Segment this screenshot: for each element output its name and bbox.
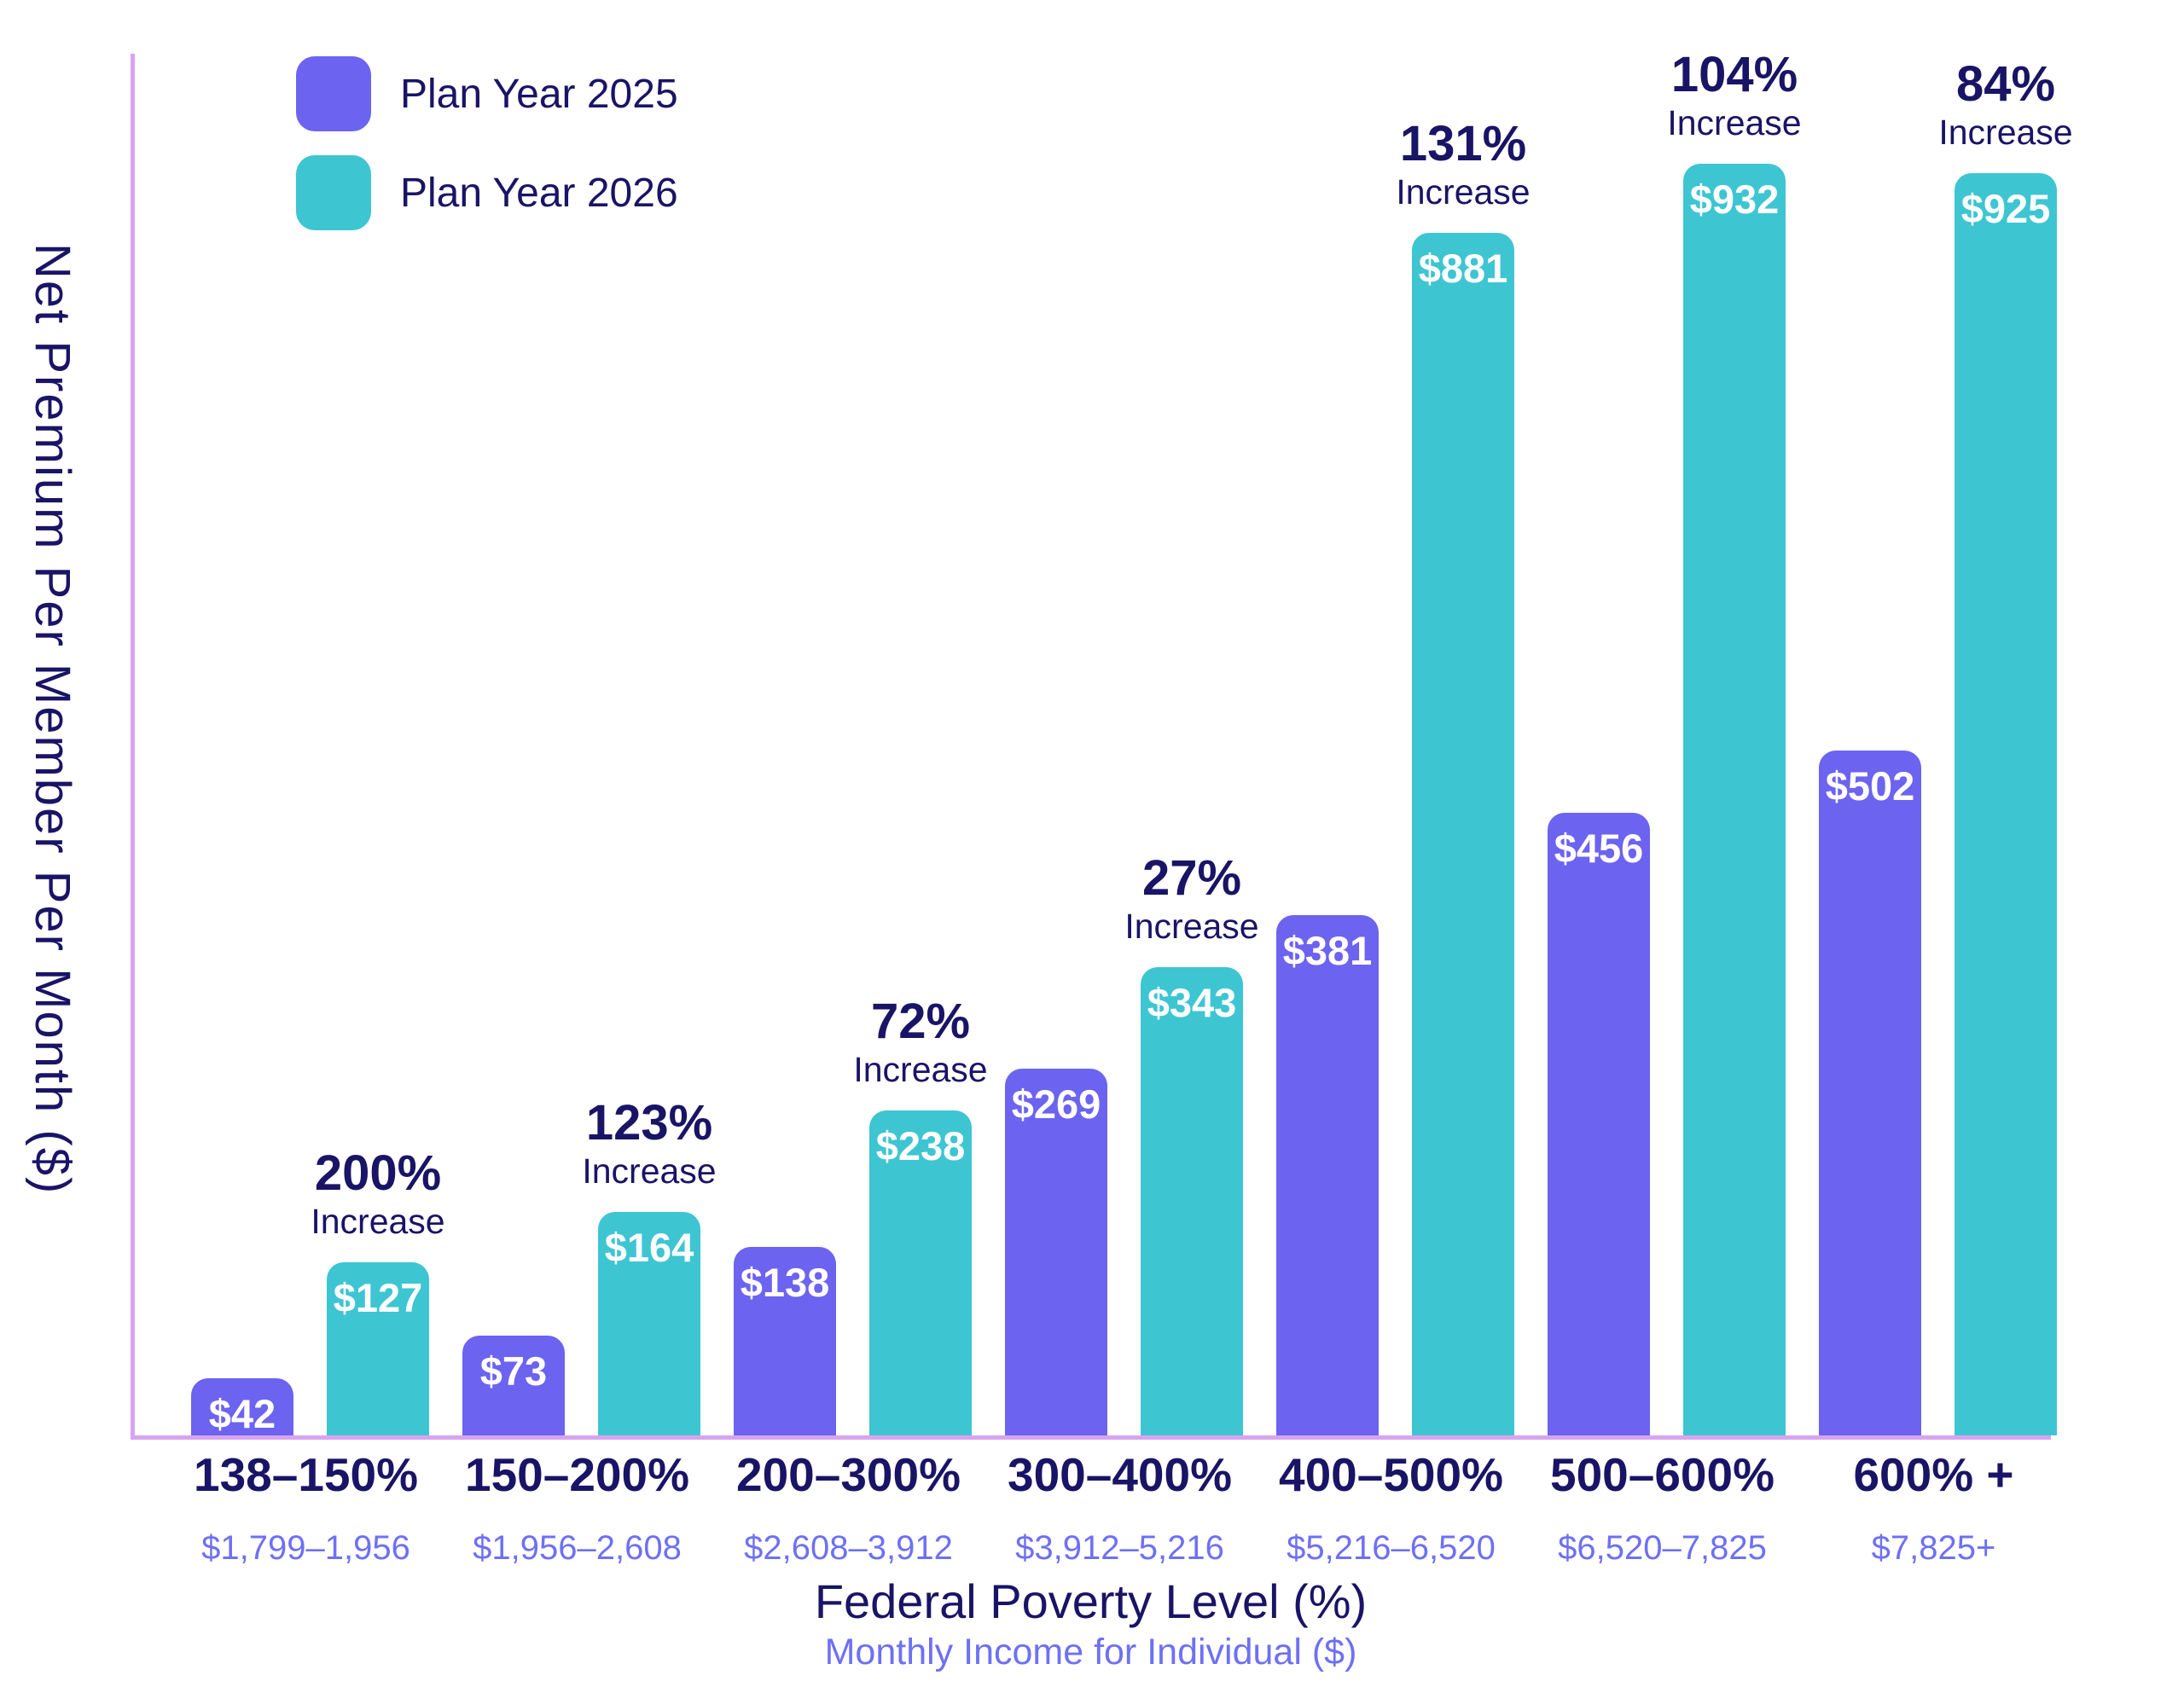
bar-plan-2026-group-4: 27% Increase $343 xyxy=(1124,851,1259,1435)
bar-plan-2025-group-4: $269 xyxy=(1005,1069,1107,1435)
increase-label: 131% Increase xyxy=(1280,117,1647,212)
increase-label: 27% Increase xyxy=(1008,851,1375,947)
x-axis-group-7: 600% + $7,825+ xyxy=(1815,1450,2053,1566)
increase-label: 200% Increase xyxy=(195,1146,561,1242)
increase-word: Increase xyxy=(311,1202,445,1241)
bar-plan-2025-group-3: $138 xyxy=(734,1247,836,1435)
bar-value-label: $164 xyxy=(604,1225,694,1270)
bar-value-label: $127 xyxy=(333,1275,423,1320)
fpl-range-label: 400–500% xyxy=(1278,1448,1504,1501)
x-axis-group-2: 150–200% $1,956–2,608 xyxy=(458,1450,696,1566)
increase-label: 123% Increase xyxy=(466,1096,833,1191)
bar-value-label: $269 xyxy=(1011,1081,1101,1127)
bar-value-label: $343 xyxy=(1147,980,1237,1025)
legend-label-2026: Plan Year 2026 xyxy=(400,170,678,216)
bar-value-label: $73 xyxy=(479,1348,548,1394)
legend-swatch-2026 xyxy=(296,155,371,230)
bar-value-label: $456 xyxy=(1554,826,1644,871)
legend-item-plan-year-2026: Plan Year 2026 xyxy=(296,155,678,230)
y-axis-title: Net Premium Per Member Per Month ($) xyxy=(25,242,80,1196)
x-axis-group-6: 500–600% $6,520–7,825 xyxy=(1543,1450,1781,1566)
income-range-label: $6,520–7,825 xyxy=(1558,1529,1767,1567)
bar-value-label: $381 xyxy=(1282,928,1373,973)
legend: Plan Year 2025 Plan Year 2026 xyxy=(296,56,678,230)
bar-plan-2026-group-5: 131% Increase $881 xyxy=(1396,117,1531,1435)
income-range-label: $5,216–6,520 xyxy=(1287,1529,1496,1567)
x-axis-subtitle: Monthly Income for Individual ($) xyxy=(824,1632,1357,1673)
bar-plan-2025-group-6: $456 xyxy=(1548,813,1650,1435)
increase-label: 72% Increase xyxy=(737,994,1104,1090)
increase-percent: 84% xyxy=(1955,56,2056,112)
increase-word: Increase xyxy=(1124,907,1259,946)
bar-plan-2025-group-5: $381 xyxy=(1276,915,1379,1435)
increase-percent: 131% xyxy=(1399,116,1527,171)
income-range-label: $3,912–5,216 xyxy=(1015,1529,1224,1567)
x-axis-title: Federal Poverty Level (%) xyxy=(814,1574,1368,1628)
fpl-range-label: 300–400% xyxy=(1007,1448,1233,1501)
increase-word: Increase xyxy=(1938,113,2073,152)
increase-percent: 123% xyxy=(585,1095,713,1151)
fpl-range-label: 600% + xyxy=(1853,1448,2014,1501)
bar-plan-2025-group-1: $42 xyxy=(191,1378,293,1436)
bar-value-label: $881 xyxy=(1418,246,1508,291)
x-axis-labels: 138–150% $1,799–1,956 150–200% $1,956–2,608… xyxy=(187,1450,2053,1566)
bar-plan-2025-group-7: $502 xyxy=(1819,751,1921,1435)
income-range-label: $2,608–3,912 xyxy=(744,1529,953,1567)
income-range-label: $1,956–2,608 xyxy=(473,1529,682,1567)
bars-container: $42 200% Increase $127 $73 123% Increase $164 $1… xyxy=(191,48,2073,1436)
increase-word: Increase xyxy=(1667,103,1802,142)
bar-value-label: $42 xyxy=(208,1391,276,1436)
increase-percent: 200% xyxy=(314,1145,442,1201)
legend-swatch-2025 xyxy=(296,56,371,131)
fpl-range-label: 150–200% xyxy=(464,1448,690,1501)
increase-word: Increase xyxy=(1396,172,1531,212)
income-range-label: $1,799–1,956 xyxy=(201,1529,410,1567)
x-axis-group-1: 138–150% $1,799–1,956 xyxy=(187,1450,425,1566)
increase-percent: 104% xyxy=(1670,47,1798,102)
income-range-label: $7,825+ xyxy=(1871,1529,1996,1567)
x-axis-group-5: 400–500% $5,216–6,520 xyxy=(1272,1450,1510,1566)
increase-word: Increase xyxy=(582,1151,717,1191)
legend-label-2025: Plan Year 2025 xyxy=(400,71,678,117)
legend-item-plan-year-2025: Plan Year 2025 xyxy=(296,56,678,131)
fpl-range-label: 200–300% xyxy=(735,1448,961,1501)
fpl-range-label: 138–150% xyxy=(193,1448,419,1501)
bar-value-label: $932 xyxy=(1689,177,1780,222)
bar-value-label: $925 xyxy=(1960,186,2051,231)
x-axis-group-3: 200–300% $2,608–3,912 xyxy=(729,1450,967,1566)
increase-percent: 27% xyxy=(1141,850,1242,906)
bar-plan-2025-group-2: $73 xyxy=(462,1336,565,1435)
bar-plan-2026-group-6: 104% Increase $932 xyxy=(1667,48,1802,1435)
bar-plan-2026-group-3: 72% Increase $238 xyxy=(853,994,988,1435)
x-axis-group-4: 300–400% $3,912–5,216 xyxy=(1001,1450,1239,1566)
bar-plan-2026-group-1: 200% Increase $127 xyxy=(311,1146,445,1435)
increase-word: Increase xyxy=(853,1050,988,1089)
increase-label: 84% Increase xyxy=(1822,57,2184,153)
plot-area: $42 200% Increase $127 $73 123% Increase $164 $1… xyxy=(131,48,2073,1440)
bar-plan-2026-group-2: 123% Increase $164 xyxy=(582,1096,717,1435)
bar-value-label: $138 xyxy=(740,1260,830,1305)
increase-label: 104% Increase xyxy=(1551,48,1918,143)
increase-percent: 72% xyxy=(870,994,971,1049)
bar-value-label: $238 xyxy=(875,1123,966,1168)
bar-value-label: $502 xyxy=(1825,763,1915,809)
fpl-range-label: 500–600% xyxy=(1549,1448,1775,1501)
bar-plan-2026-group-7: 84% Increase $925 xyxy=(1938,57,2073,1435)
